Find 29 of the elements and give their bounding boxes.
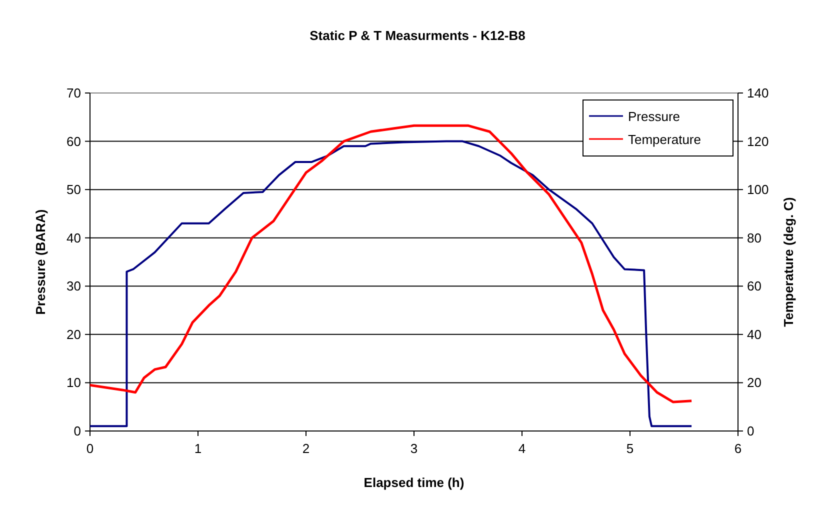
y2-tick-label: 20: [747, 375, 762, 390]
y-tick-label: 60: [66, 134, 81, 149]
legend-label: Temperature: [628, 132, 701, 147]
y-tick-label: 0: [74, 424, 81, 438]
y2-tick-label: 100: [747, 182, 769, 198]
y2-tick-label: 0: [747, 424, 754, 438]
legend-label: Pressure: [628, 109, 680, 124]
x-tick-label: 0: [86, 441, 94, 456]
x-tick-label: 5: [626, 441, 634, 456]
chart-title: Static P & T Measurments - K12-B8: [310, 28, 526, 43]
y2-tick-label: 60: [747, 278, 762, 294]
x-tick-label: 1: [194, 441, 202, 456]
x-tick-label: 3: [410, 441, 418, 456]
x-tick-label: 6: [734, 441, 742, 456]
y-tick-label: 50: [66, 182, 81, 198]
y-tick-label: 20: [66, 326, 81, 342]
y-tick-label: 10: [66, 375, 81, 390]
y-tick-label: 30: [66, 278, 81, 294]
y2-tick-label: 140: [747, 86, 769, 100]
x-axis-title: Elapsed time (h): [364, 475, 464, 490]
y-tick-label: 70: [66, 86, 81, 100]
y2-tick-label: 40: [747, 326, 762, 342]
x-tick-label: 4: [518, 441, 526, 456]
y2-tick-label: 80: [747, 230, 762, 246]
y-tick-label: 40: [66, 230, 81, 246]
y-axis-title: Pressure (BARA): [33, 209, 48, 315]
x-tick-label: 2: [302, 441, 310, 456]
y2-tick-label: 120: [747, 134, 769, 149]
y2-axis-title: Temperature (deg. C): [781, 197, 796, 327]
